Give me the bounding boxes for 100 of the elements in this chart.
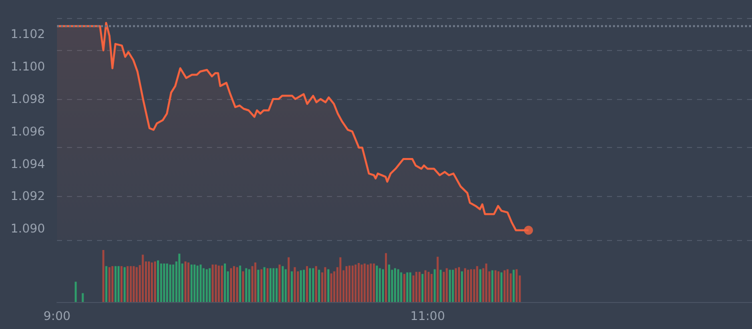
bar (239, 266, 242, 302)
bar (512, 270, 515, 302)
bar (403, 274, 406, 302)
x-tick-label: 9:00 (44, 309, 70, 323)
y-tick-label: 1.100 (10, 60, 45, 74)
bar (494, 270, 496, 302)
y-tick-label: 1.092 (10, 189, 45, 204)
bar (370, 264, 372, 302)
bar (132, 266, 135, 302)
bar (111, 266, 114, 302)
bar (467, 270, 470, 302)
bar (120, 266, 122, 302)
bar (294, 267, 296, 302)
bar (352, 266, 354, 302)
bar (400, 272, 402, 302)
bar (479, 269, 482, 302)
bar (394, 268, 396, 302)
bar (516, 269, 518, 302)
bar (460, 271, 463, 302)
bar (194, 264, 196, 302)
bar (506, 269, 509, 302)
bar (142, 254, 144, 302)
bar (302, 270, 305, 302)
bar (220, 266, 223, 302)
bar (388, 264, 390, 302)
bar (458, 267, 460, 302)
bar (263, 267, 266, 302)
bar (358, 263, 360, 302)
bar (324, 267, 326, 302)
bar (282, 266, 284, 302)
y-tick-label: 1.094 (10, 156, 45, 171)
bar (382, 269, 384, 302)
bar (214, 264, 217, 302)
bar (190, 264, 193, 302)
bar (118, 266, 120, 302)
bar (470, 269, 472, 302)
bar (412, 275, 414, 302)
bar (154, 261, 156, 302)
bar (397, 269, 400, 302)
bar (306, 266, 308, 302)
x-tick-label: 11:00 (410, 309, 445, 323)
bar (366, 264, 369, 302)
bar (339, 257, 342, 302)
bar (421, 274, 424, 302)
bar (242, 271, 244, 302)
bar (74, 282, 77, 302)
bar (200, 264, 202, 302)
bar (251, 266, 254, 302)
bar (448, 270, 451, 302)
bar (126, 266, 129, 302)
bar (376, 266, 378, 302)
y-tick-label: 1.102 (10, 27, 45, 42)
bar (202, 268, 205, 302)
bar (312, 268, 314, 302)
bar (169, 264, 172, 302)
bar (230, 268, 232, 302)
y-tick-label: 1.096 (10, 124, 45, 138)
bar (150, 262, 153, 302)
bar (510, 273, 512, 302)
bar (82, 293, 84, 302)
bar (315, 266, 318, 302)
bar (330, 273, 332, 302)
bar (452, 270, 454, 302)
y-tick-label: 1.090 (10, 222, 45, 236)
bar (178, 254, 180, 302)
bar (278, 264, 281, 302)
bar (248, 269, 250, 302)
bar (284, 269, 287, 302)
bar (160, 264, 162, 302)
bar (184, 261, 186, 302)
bar (196, 266, 198, 302)
bar (430, 274, 433, 302)
bar (491, 270, 494, 302)
bar (442, 272, 445, 302)
bar (333, 271, 336, 302)
bar (136, 267, 138, 302)
bar (108, 267, 110, 302)
bar (434, 269, 436, 302)
bar (500, 272, 502, 302)
bar (504, 270, 506, 302)
bar (436, 256, 439, 302)
bar (272, 268, 274, 302)
bar (254, 262, 256, 302)
bar (354, 264, 357, 302)
bar (360, 264, 363, 302)
bar (424, 270, 426, 302)
bar (406, 272, 408, 302)
bar (166, 264, 168, 302)
bar (473, 269, 476, 302)
bar (378, 268, 381, 302)
bar (327, 269, 330, 302)
bar (497, 271, 500, 302)
bar (418, 272, 421, 302)
bar (270, 268, 272, 302)
bar (260, 269, 262, 302)
bar (208, 268, 211, 302)
bar (232, 266, 235, 302)
bar (428, 272, 430, 302)
bar (446, 268, 448, 302)
bar (348, 266, 350, 302)
